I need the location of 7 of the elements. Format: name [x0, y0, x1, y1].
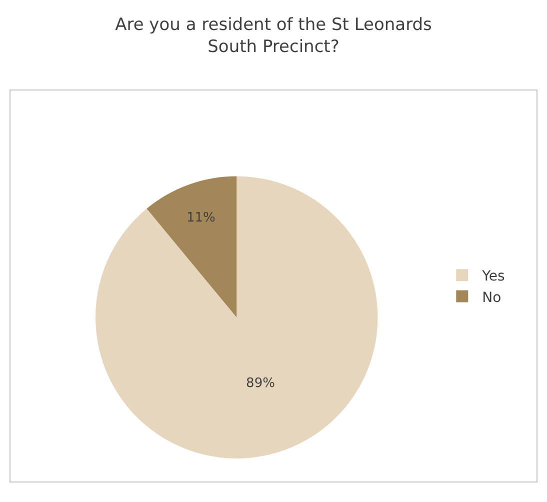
data-label: 89% [246, 376, 275, 392]
pie-slice [146, 176, 237, 318]
pie-slice [95, 176, 378, 458]
data-label: 11% [186, 210, 216, 226]
legend-label: Yes [481, 268, 505, 285]
legend-label: No [482, 290, 502, 306]
chart-title: Are you a resident of the St Leonards South Precinct? [115, 15, 432, 58]
